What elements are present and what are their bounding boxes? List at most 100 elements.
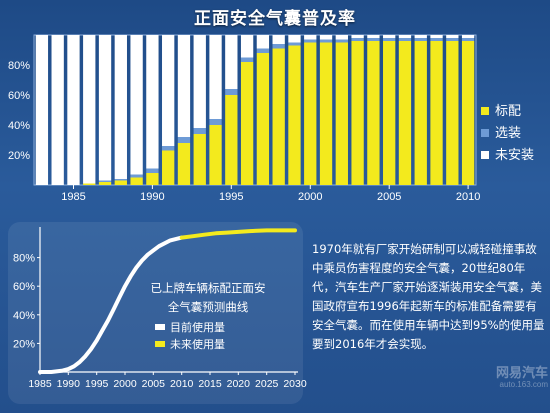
line-legend-swatch-future [155, 341, 165, 347]
bar-optional-1990 [146, 168, 159, 173]
line-chart-series [38, 228, 297, 374]
bar-standard-1989 [130, 177, 143, 185]
watermark-logo: 网易汽车 [495, 366, 548, 381]
bar-standard-2006 [398, 41, 412, 185]
bar-optional-1995 [225, 89, 238, 95]
bar-optional-2008 [430, 38, 443, 41]
bar-standard-1991 [162, 150, 175, 185]
bar-none-2000 [304, 35, 317, 40]
bar-none-2001 [319, 35, 333, 40]
line-x-tick-label: 2025 [255, 378, 279, 390]
line-chart-title: 已上牌车辆标配正面安 [151, 281, 266, 295]
bar-optional-1991 [162, 146, 175, 151]
line-x-tick-label: 2000 [113, 378, 137, 390]
bar-none-1987 [98, 35, 112, 181]
line-legend-label-future: 未来使用量 [170, 338, 225, 351]
bar-none-1999 [288, 35, 301, 43]
bar-none-2004 [367, 35, 380, 38]
bar-x-tick-label: 2010 [456, 191, 480, 203]
bar-optional-1997 [256, 48, 270, 53]
bar-standard-1997 [256, 53, 270, 185]
bar-standard-2002 [335, 42, 348, 185]
bar-standard-1993 [193, 134, 206, 185]
bar-optional-2000 [304, 39, 317, 43]
bar-none-1996 [240, 35, 254, 58]
bar-y-tick-label: 80% [8, 60, 30, 72]
bar-x-tick-label: 1995 [219, 191, 243, 203]
bar-optional-1988 [114, 179, 127, 181]
bar-none-2005 [383, 35, 396, 38]
bar-none-1991 [162, 35, 175, 146]
bar-optional-2007 [414, 38, 427, 41]
bar-optional-1998 [272, 44, 285, 49]
legend-label-optional: 选装 [495, 126, 521, 141]
bar-y-tick-label: 60% [8, 90, 30, 102]
line-x-tick-label: 2020 [227, 378, 251, 390]
bar-none-1990 [146, 35, 159, 169]
legend-swatch-none [481, 151, 489, 159]
bar-standard-1987 [98, 182, 112, 185]
bar-x-tick-label: 2005 [377, 191, 401, 203]
bar-standard-1986 [83, 183, 96, 185]
bar-optional-2009 [446, 38, 459, 41]
bar-none-1995 [225, 35, 238, 89]
line-y-tick-label: 40% [13, 310, 35, 322]
bar-optional-2006 [398, 38, 412, 41]
bar-standard-1992 [177, 143, 191, 185]
bar-optional-1992 [177, 137, 191, 143]
bar-optional-2002 [335, 39, 348, 43]
line-x-tick-label: 2005 [142, 378, 166, 390]
bar-optional-1996 [240, 57, 254, 62]
bar-none-2009 [446, 35, 459, 38]
bar-optional-1987 [98, 180, 112, 182]
bar-standard-2004 [367, 41, 380, 185]
bar-standard-1999 [288, 45, 301, 185]
bar-standard-2009 [446, 41, 459, 185]
bar-optional-2010 [461, 38, 475, 41]
bar-standard-1995 [225, 95, 238, 185]
line-x-tick-label: 2010 [170, 378, 194, 390]
bar-chart-axes: 20% 40% 60% 80% 1985 1990 1995 2000 2005 2010 [8, 60, 480, 203]
legend-swatch-optional [481, 129, 489, 137]
bar-none-1983 [35, 35, 49, 185]
bar-standard-1990 [146, 173, 159, 185]
description-text: 1970年就有厂家开始研制可以减轻碰撞事故中乘员伤害程度的安全气囊，20世纪80… [312, 242, 545, 351]
line-y-tick-label: 60% [13, 281, 35, 293]
bar-optional-1994 [209, 119, 222, 125]
bar-optional-2004 [367, 38, 380, 41]
line-x-tick-label: 1995 [85, 378, 109, 390]
bar-none-2003 [351, 35, 364, 38]
watermark-url: auto.163.com [499, 380, 548, 389]
bar-none-2002 [335, 35, 348, 40]
line-x-tick-label: 2030 [283, 378, 307, 390]
bar-standard-1998 [272, 48, 285, 185]
bar-y-tick-label: 20% [8, 150, 30, 162]
bar-optional-1989 [130, 174, 143, 178]
bar-none-1985 [67, 35, 80, 185]
bar-standard-2010 [461, 41, 475, 185]
bar-x-tick-label: 1985 [61, 191, 85, 203]
bar-none-1994 [209, 35, 222, 119]
bar-none-2010 [461, 35, 475, 38]
bar-none-1997 [256, 35, 270, 49]
line-chart-title: 全气囊预测曲线 [168, 300, 249, 314]
bar-optional-2003 [351, 38, 364, 41]
bar-none-1986 [83, 35, 96, 184]
line-chart-axes: 20% 40% 60% 80% 1985 1990 1995 2000 2005 2010 2015… [13, 227, 307, 390]
bar-none-1998 [272, 35, 285, 44]
line-x-tick-label: 1990 [57, 378, 81, 390]
bar-standard-2007 [414, 41, 427, 185]
bar-none-2007 [414, 35, 427, 38]
bar-optional-2001 [319, 39, 333, 43]
bar-x-tick-label: 2000 [298, 191, 322, 203]
bar-none-1988 [114, 35, 127, 179]
bar-standard-2005 [383, 41, 396, 185]
bar-none-1993 [193, 35, 206, 128]
bar-x-tick-label: 1990 [140, 191, 164, 203]
bar-none-1984 [51, 35, 64, 185]
bar-optional-2005 [383, 38, 396, 41]
bar-standard-2000 [304, 42, 317, 185]
